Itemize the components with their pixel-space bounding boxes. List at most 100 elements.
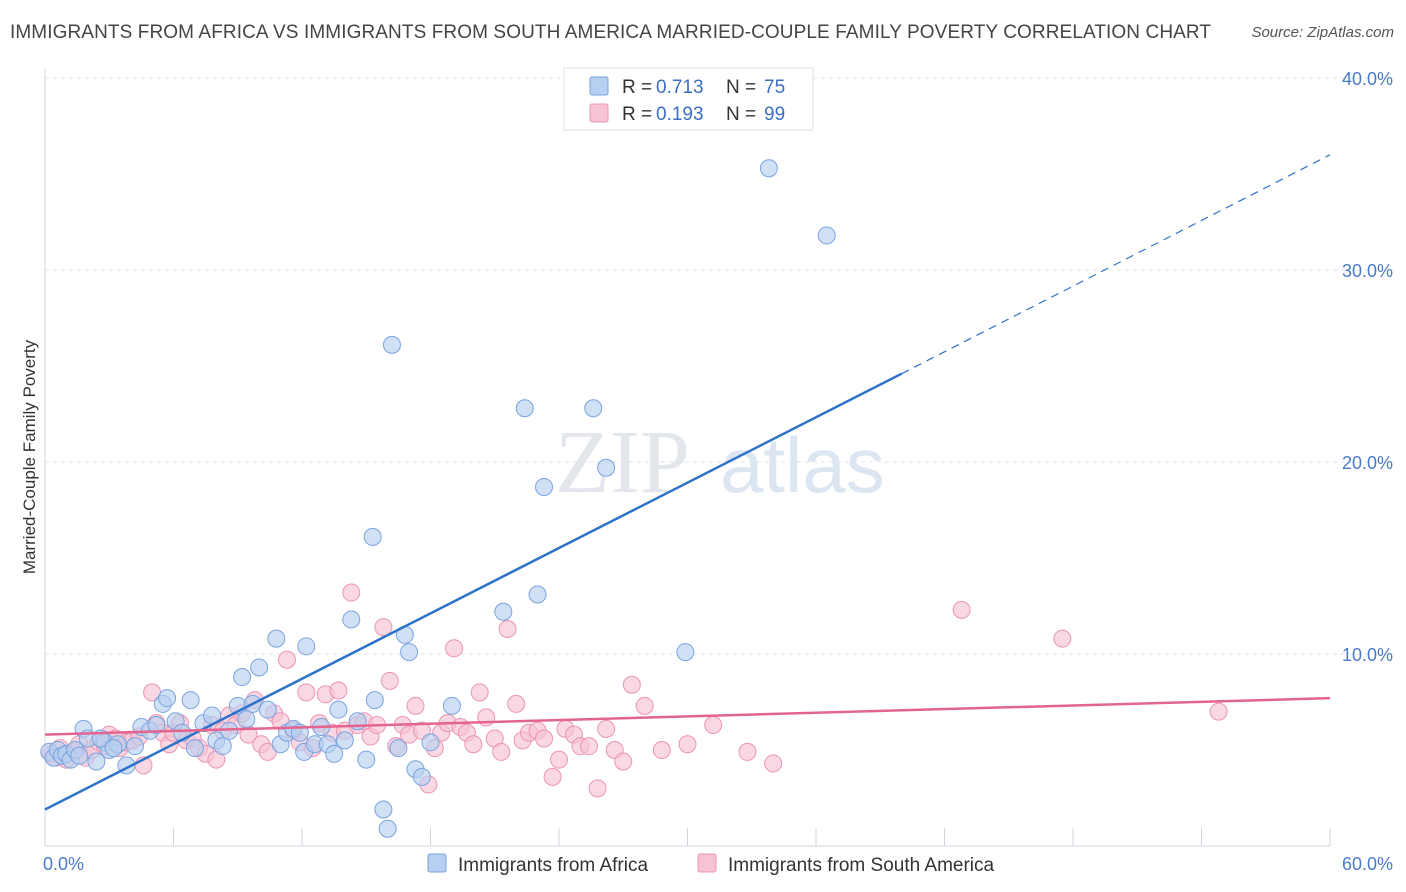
x-axis-ticks bbox=[44, 828, 1331, 846]
y-tick-label-10: 10.0% bbox=[1342, 645, 1393, 665]
africa-point bbox=[147, 716, 166, 735]
x-tick-label-max: 60.0% bbox=[1342, 854, 1393, 874]
legend-swatch-sa bbox=[589, 103, 609, 123]
sa-point bbox=[622, 675, 641, 694]
legend-africa-r-value: 0.713 bbox=[656, 77, 704, 98]
sa-point bbox=[652, 741, 671, 759]
legend-sa-r-label: R = bbox=[622, 104, 652, 125]
sa-point bbox=[764, 754, 783, 773]
sa-point bbox=[374, 618, 393, 637]
legend-sa-n-label: N = bbox=[726, 104, 756, 125]
africa-point bbox=[185, 739, 204, 758]
top-legend: R = 0.713 N = 75 R = 0.193 N = 99 bbox=[563, 67, 814, 131]
trend-lines bbox=[44, 154, 1331, 811]
africa-point bbox=[250, 658, 269, 677]
legend-africa-n-label: N = bbox=[726, 77, 756, 98]
legend-africa-r-label: R = bbox=[622, 77, 652, 98]
sa-point bbox=[1053, 629, 1072, 648]
sa-points bbox=[42, 583, 1228, 798]
sa-point bbox=[498, 620, 517, 639]
sa-point bbox=[597, 719, 616, 738]
bottom-legend: Immigrants from Africa Immigrants from S… bbox=[427, 853, 995, 876]
africa-point bbox=[382, 335, 401, 354]
africa-point bbox=[342, 610, 361, 629]
africa-point bbox=[817, 226, 836, 245]
y-axis-label: Married-Couple Family Poverty bbox=[20, 339, 39, 574]
sa-point bbox=[406, 696, 425, 715]
x-tick-label-min: 0.0% bbox=[43, 854, 84, 874]
sa-trend-line bbox=[44, 696, 1331, 736]
africa-point bbox=[363, 527, 382, 546]
africa-point bbox=[258, 700, 277, 719]
sa-point bbox=[464, 735, 483, 754]
africa-point bbox=[528, 585, 547, 604]
sa-point bbox=[550, 750, 568, 769]
africa-point bbox=[125, 737, 144, 756]
sa-point bbox=[470, 683, 489, 702]
grid-lines bbox=[45, 77, 1390, 655]
watermark-atlas: atlas bbox=[720, 421, 885, 509]
africa-point bbox=[325, 744, 344, 763]
sa-point bbox=[952, 600, 971, 619]
legend-swatch-africa bbox=[589, 76, 609, 96]
africa-point bbox=[378, 819, 397, 838]
africa-trend-extension bbox=[901, 154, 1331, 375]
africa-point bbox=[374, 800, 393, 819]
africa-point bbox=[357, 750, 376, 769]
africa-point bbox=[442, 696, 461, 715]
africa-point bbox=[597, 458, 616, 477]
africa-point bbox=[400, 643, 419, 662]
sa-point bbox=[342, 583, 361, 602]
sa-point bbox=[738, 742, 757, 761]
y-tick-label-20: 20.0% bbox=[1342, 453, 1393, 473]
sa-point bbox=[1209, 702, 1228, 721]
bottom-legend-swatch-africa bbox=[427, 853, 447, 873]
africa-point bbox=[494, 602, 513, 621]
africa-point bbox=[181, 691, 200, 710]
chart-title: IMMIGRANTS FROM AFRICA VS IMMIGRANTS FRO… bbox=[10, 22, 1212, 43]
africa-point bbox=[421, 733, 440, 752]
legend-africa-n-value: 75 bbox=[764, 77, 785, 98]
sa-point bbox=[535, 729, 554, 748]
africa-point bbox=[158, 689, 177, 708]
sa-point bbox=[492, 742, 511, 761]
legend-sa-n-value: 99 bbox=[764, 104, 785, 125]
africa-point bbox=[104, 739, 123, 758]
africa-point bbox=[515, 399, 534, 418]
africa-point bbox=[267, 629, 286, 648]
africa-point bbox=[213, 737, 232, 756]
bottom-legend-africa: Immigrants from Africa bbox=[458, 855, 648, 876]
y-tick-label-30: 30.0% bbox=[1342, 261, 1393, 281]
africa-point bbox=[233, 668, 252, 687]
africa-point bbox=[237, 710, 256, 729]
watermark-zip: ZIP bbox=[555, 413, 690, 512]
africa-point bbox=[70, 746, 89, 765]
bottom-legend-swatch-sa bbox=[697, 853, 717, 873]
sa-point bbox=[579, 737, 598, 756]
sa-point bbox=[704, 716, 723, 735]
africa-point bbox=[329, 700, 348, 719]
sa-point bbox=[507, 694, 526, 713]
sa-point bbox=[543, 767, 562, 786]
africa-point bbox=[335, 731, 354, 750]
africa-point bbox=[535, 477, 554, 496]
africa-point bbox=[297, 637, 316, 656]
africa-point bbox=[584, 399, 603, 418]
sa-point bbox=[614, 752, 633, 771]
africa-point bbox=[412, 767, 431, 786]
sa-point bbox=[588, 779, 607, 798]
source-label: Source: ZipAtlas.com bbox=[1251, 24, 1394, 41]
sa-point bbox=[329, 681, 348, 700]
africa-trend-line bbox=[44, 372, 903, 811]
africa-point bbox=[759, 159, 778, 178]
sa-point bbox=[635, 696, 654, 715]
africa-point bbox=[389, 739, 408, 758]
legend-sa-r-value: 0.193 bbox=[656, 104, 704, 125]
y-tick-labels: 10.0% 20.0% 30.0% 40.0% bbox=[1342, 69, 1393, 665]
africa-point bbox=[676, 643, 695, 662]
sa-point bbox=[445, 639, 464, 658]
sa-point bbox=[678, 735, 697, 754]
sa-point bbox=[297, 683, 316, 702]
sa-point bbox=[278, 650, 297, 669]
